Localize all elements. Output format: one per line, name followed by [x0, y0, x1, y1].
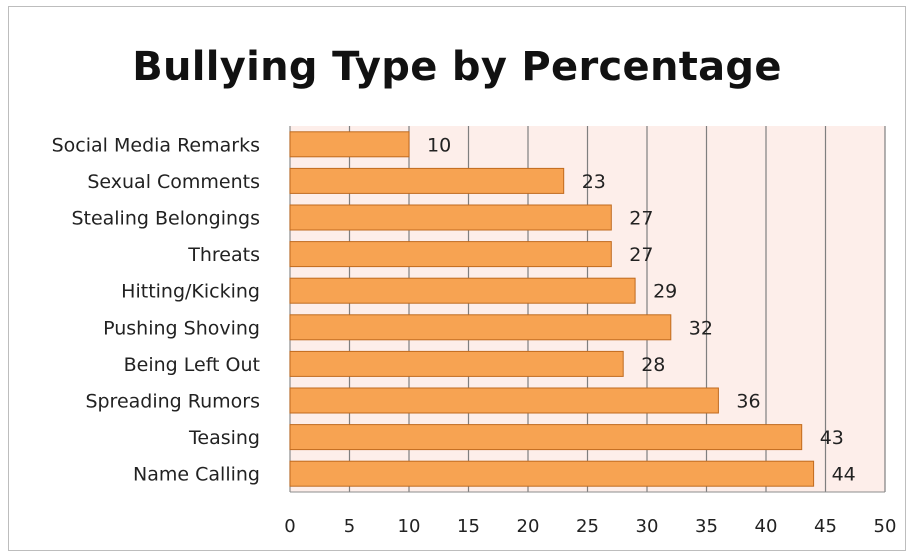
category-label: Sexual Comments	[87, 171, 260, 193]
x-tick-label: 40	[755, 516, 778, 537]
data-label: 10	[427, 134, 451, 156]
category-label: Social Media Remarks	[52, 134, 260, 156]
data-label: 23	[582, 171, 606, 193]
x-tick-label: 10	[398, 516, 421, 537]
x-tick-label: 5	[344, 516, 355, 537]
category-label: Threats	[187, 244, 260, 266]
data-label: 29	[653, 281, 677, 303]
x-tick-label: 15	[457, 516, 480, 537]
category-label: Name Calling	[133, 464, 260, 486]
category-label: Teasing	[188, 427, 260, 449]
bar-hitting-kicking	[289, 277, 636, 304]
data-label: 32	[689, 317, 713, 339]
x-tick-label: 45	[814, 516, 837, 537]
data-label: 36	[736, 391, 760, 413]
bar-sexual-comments	[289, 167, 565, 194]
x-tick-label: 20	[517, 516, 540, 537]
chart-title: Bullying Type by Percentage	[132, 44, 782, 90]
x-tick-label: 25	[576, 516, 599, 537]
x-tick-label: 35	[695, 516, 718, 537]
bar-threats	[289, 241, 612, 268]
data-label: 28	[641, 354, 665, 376]
category-label: Hitting/Kicking	[121, 281, 260, 303]
bar-stealing-belongings	[289, 204, 612, 231]
bar-being-left-out	[289, 350, 624, 377]
category-label: Pushing Shoving	[103, 317, 260, 339]
x-axis-ticks: 0 5 10 15 20 25 30 35 40 45 50	[284, 516, 896, 537]
data-label: 27	[629, 244, 653, 266]
data-label: 43	[820, 427, 844, 449]
bar-name-calling	[289, 460, 815, 487]
x-tick-label: 50	[874, 516, 897, 537]
bars	[289, 131, 815, 487]
category-labels: Social Media Remarks Sexual Comments Steal…	[52, 134, 260, 485]
x-tick-label: 30	[636, 516, 659, 537]
bar-teasing	[289, 424, 803, 451]
category-label: Being Left Out	[124, 354, 260, 376]
category-label: Spreading Rumors	[85, 391, 260, 413]
bar-pushing-shoving	[289, 314, 672, 341]
x-tick-label: 0	[284, 516, 295, 537]
bar-spreading-rumors	[289, 387, 719, 414]
category-label: Stealing Belongings	[71, 208, 260, 230]
data-label: 44	[832, 464, 856, 486]
data-label: 27	[629, 208, 653, 230]
bar-social-media-remarks	[289, 131, 410, 158]
